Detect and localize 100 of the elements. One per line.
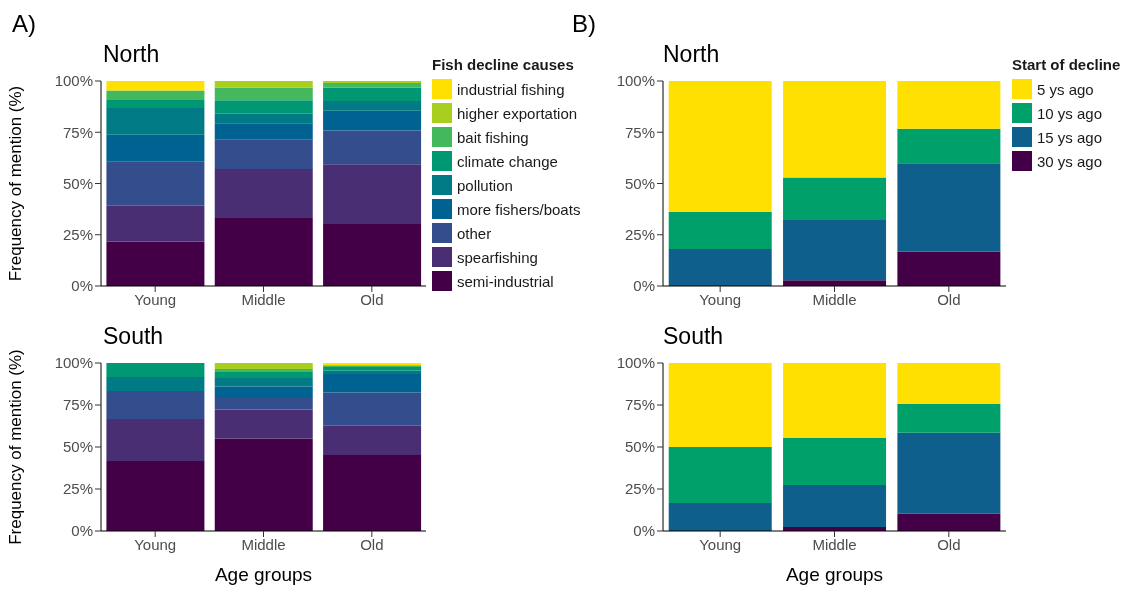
- legend-label: industrial fishing: [457, 80, 565, 98]
- bar: [214, 113, 313, 124]
- bar: [897, 251, 1001, 286]
- legend-label: other: [457, 224, 492, 242]
- bar: [106, 108, 205, 135]
- y-tick-label: 25%: [62, 480, 93, 498]
- bar: [106, 134, 205, 162]
- y-tick-label: 0%: [633, 522, 655, 540]
- bar: [214, 397, 313, 410]
- y-tick-label: 50%: [62, 174, 93, 192]
- bar: [323, 392, 422, 426]
- bar: [323, 374, 422, 393]
- bar: [106, 363, 205, 377]
- bar: [323, 370, 422, 375]
- y-axis-title: Frequency of mention (%): [6, 349, 26, 545]
- x-tick-label: Middle: [812, 290, 857, 308]
- bar: [668, 249, 772, 286]
- bar: [214, 87, 313, 101]
- bar: [783, 363, 887, 438]
- bar: [106, 81, 205, 91]
- bar: [897, 128, 1001, 164]
- bar: [323, 130, 422, 165]
- bar: [668, 81, 772, 212]
- y-tick-label: 50%: [624, 438, 655, 456]
- bar: [783, 437, 887, 485]
- chart-title: North: [663, 41, 720, 68]
- y-tick-label: 0%: [633, 277, 655, 295]
- bar: [214, 372, 313, 379]
- chart-title: South: [103, 323, 164, 350]
- y-tick-label: 75%: [624, 123, 655, 141]
- legend-title: Fish decline causes: [432, 56, 575, 73]
- x-tick-label: Old: [937, 290, 961, 308]
- bar: [106, 161, 205, 206]
- bar: [214, 168, 313, 218]
- bar: [323, 81, 422, 84]
- legend-title: Start of decline: [1012, 56, 1121, 73]
- legend-label: 15 ys ago: [1037, 128, 1103, 146]
- legend-label: 30 ys ago: [1037, 152, 1103, 170]
- bar: [668, 363, 772, 447]
- bar: [783, 484, 887, 527]
- y-tick-label: 75%: [62, 123, 93, 141]
- legend-label: spearfishing: [457, 248, 538, 266]
- y-tick-label: 50%: [624, 174, 655, 192]
- bar: [106, 376, 205, 391]
- bar: [214, 368, 313, 373]
- y-tick-label: 75%: [624, 396, 655, 414]
- bar: [897, 363, 1001, 404]
- x-axis-title: Age groups: [785, 564, 884, 585]
- bar: [106, 390, 205, 419]
- bar: [214, 123, 313, 140]
- y-tick-label: 75%: [62, 396, 93, 414]
- bar: [214, 438, 313, 531]
- bar: [897, 163, 1001, 252]
- y-tick-label: 100%: [616, 354, 655, 372]
- bar: [668, 502, 772, 531]
- y-tick-label: 25%: [624, 226, 655, 244]
- bar: [897, 432, 1001, 514]
- legend-label: higher exportation: [457, 104, 578, 122]
- x-tick-label: Old: [360, 290, 384, 308]
- bar: [214, 363, 313, 369]
- legend-label: bait fishing: [457, 128, 529, 146]
- bar: [214, 378, 313, 387]
- bar: [214, 139, 313, 169]
- bar: [897, 513, 1001, 531]
- bar: [106, 205, 205, 242]
- bar: [323, 110, 422, 131]
- x-tick-label: Middle: [812, 535, 857, 553]
- x-axis-title: Age groups: [214, 564, 313, 585]
- x-tick-label: Middle: [241, 535, 286, 553]
- bar: [323, 425, 422, 456]
- bar: [106, 460, 205, 531]
- x-tick-label: Young: [699, 290, 742, 308]
- x-tick-label: Middle: [241, 290, 286, 308]
- y-tick-label: 100%: [54, 354, 93, 372]
- x-tick-label: Young: [134, 290, 177, 308]
- legend-label: semi-industrial: [457, 272, 554, 290]
- x-tick-label: Old: [360, 535, 384, 553]
- y-tick-label: 25%: [624, 480, 655, 498]
- bar: [214, 409, 313, 439]
- legend-label: 10 ys ago: [1037, 104, 1103, 122]
- bar: [214, 386, 313, 398]
- x-tick-label: Young: [699, 535, 742, 553]
- bar: [897, 403, 1001, 433]
- y-tick-label: 0%: [71, 522, 93, 540]
- text: A): [12, 10, 36, 38]
- bar: [106, 90, 205, 100]
- bar: [214, 81, 313, 88]
- x-tick-label: Old: [937, 535, 961, 553]
- bar: [323, 223, 422, 286]
- bar: [897, 81, 1001, 129]
- bar: [323, 87, 422, 102]
- legend-label: pollution: [457, 176, 513, 194]
- bar: [323, 164, 422, 224]
- y-tick-label: 50%: [62, 438, 93, 456]
- bar: [106, 418, 205, 461]
- bar: [668, 447, 772, 503]
- bar: [214, 217, 313, 286]
- y-tick-label: 0%: [71, 277, 93, 295]
- legend-label: 5 ys ago: [1037, 80, 1094, 98]
- chart-title: South: [663, 323, 724, 350]
